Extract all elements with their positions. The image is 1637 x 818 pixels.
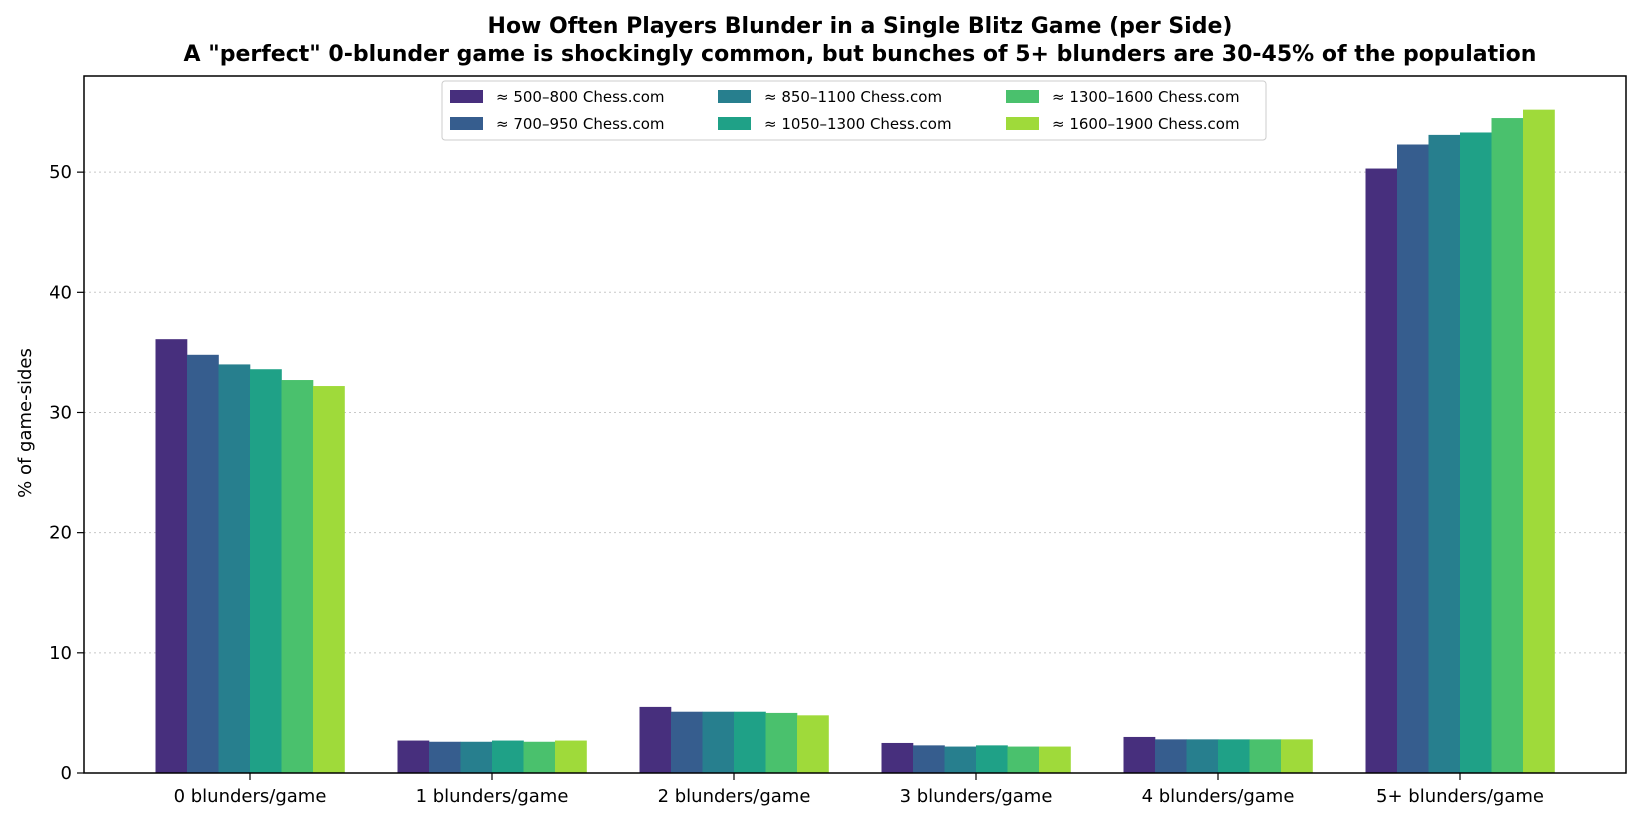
bar xyxy=(671,711,703,773)
bar xyxy=(187,354,219,773)
y-axis-label: % of game-sides xyxy=(15,348,36,498)
chart-subtitle: A "perfect" 0-blunder game is shockingly… xyxy=(184,42,1537,67)
legend-swatch xyxy=(1006,117,1039,130)
legend-box xyxy=(441,80,1267,141)
bar xyxy=(281,380,314,773)
bar xyxy=(492,740,524,773)
bar xyxy=(944,746,977,773)
bar xyxy=(1523,109,1555,774)
bar xyxy=(702,711,735,773)
bar xyxy=(1428,134,1461,774)
bar xyxy=(639,706,672,773)
bar xyxy=(1460,132,1492,774)
bar xyxy=(913,745,945,773)
bar xyxy=(1249,739,1282,773)
bar xyxy=(429,741,461,773)
x-axis-ticks: 0 blunders/game 1 blunders/game 2 blunders… xyxy=(174,773,1544,807)
y-tick-label: 50 xyxy=(49,162,72,183)
bar xyxy=(1155,739,1187,773)
bar xyxy=(218,364,251,773)
bar xyxy=(797,715,829,773)
bar xyxy=(1281,739,1313,773)
x-tick-label: 2 blunders/game xyxy=(658,786,811,807)
y-tick-label: 20 xyxy=(49,523,72,544)
x-tick-label: 3 blunders/game xyxy=(900,786,1053,807)
bar xyxy=(523,741,556,773)
legend-entry-label: ≈ 500–800 Chess.com xyxy=(496,88,665,106)
bar xyxy=(460,741,493,773)
legend-entry-label: ≈ 850–1100 Chess.com xyxy=(764,88,942,106)
bar xyxy=(765,712,798,773)
bar xyxy=(250,369,282,773)
legend-swatch xyxy=(718,90,751,103)
legend-entry-label: ≈ 700–950 Chess.com xyxy=(496,115,665,133)
bar xyxy=(1007,746,1040,773)
y-tick-label: 30 xyxy=(49,402,72,423)
bar xyxy=(1218,739,1250,773)
legend-entry-label: ≈ 1050–1300 Chess.com xyxy=(764,115,952,133)
bar xyxy=(155,339,188,773)
x-tick-label: 5+ blunders/game xyxy=(1376,786,1544,807)
y-axis-ticks: 0 10 20 30 40 50 xyxy=(49,162,84,784)
y-tick-label: 40 xyxy=(49,282,72,303)
chart-title: How Often Players Blunder in a Single Bl… xyxy=(488,14,1233,39)
x-tick-label: 0 blunders/game xyxy=(174,786,327,807)
legend-swatch xyxy=(1006,90,1039,103)
bar xyxy=(1491,118,1524,773)
legend-entry-label: ≈ 1600–1900 Chess.com xyxy=(1052,115,1240,133)
legend-entry-label: ≈ 1300–1600 Chess.com xyxy=(1052,88,1240,106)
bar xyxy=(1365,168,1398,773)
bar xyxy=(976,745,1008,773)
bars-group xyxy=(155,109,1555,774)
bar xyxy=(555,740,587,773)
y-tick-label: 0 xyxy=(61,763,72,784)
bar xyxy=(881,742,914,773)
x-tick-label: 4 blunders/game xyxy=(1142,786,1295,807)
bar xyxy=(734,711,766,773)
bar xyxy=(1186,739,1219,773)
y-tick-label: 10 xyxy=(49,643,72,664)
legend: ≈ 500–800 Chess.com ≈ 700–950 Chess.com ≈ … xyxy=(441,80,1267,141)
bar xyxy=(1123,736,1156,773)
bar xyxy=(1039,746,1071,773)
legend-swatch xyxy=(450,90,483,103)
x-tick-label: 1 blunders/game xyxy=(416,786,569,807)
bar xyxy=(397,740,430,773)
bar xyxy=(313,386,345,773)
legend-swatch xyxy=(450,117,483,130)
legend-swatch xyxy=(718,117,751,130)
plot-frame xyxy=(83,75,1627,774)
bar xyxy=(1397,144,1429,773)
